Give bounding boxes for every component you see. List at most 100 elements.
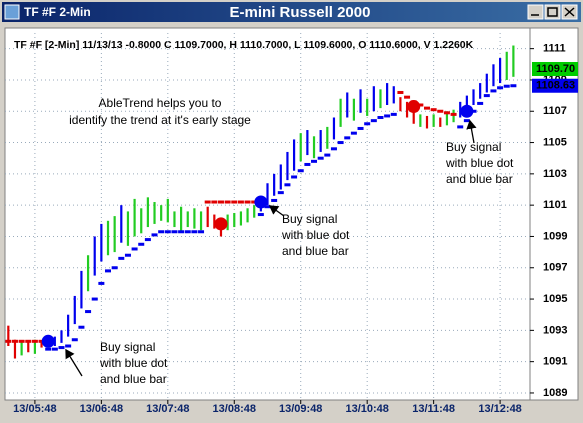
annotation: Buy signal: [282, 212, 337, 226]
trend-dot: [51, 347, 58, 351]
trend-dot: [417, 103, 424, 107]
y-tick-label: 1093: [543, 324, 567, 336]
trend-dot: [118, 256, 125, 260]
trend-dot: [390, 112, 397, 116]
trend-dot: [171, 230, 178, 234]
trend-dot: [198, 230, 205, 234]
trend-dot: [284, 183, 291, 187]
trend-dot: [490, 89, 497, 93]
trend-dot: [131, 247, 138, 251]
minimize-button[interactable]: [527, 4, 544, 20]
trend-dot: [463, 119, 470, 123]
trend-dot: [257, 213, 264, 217]
x-tick-label: 13/09:48: [279, 403, 322, 415]
trend-dot: [450, 112, 457, 116]
plot-area: [4, 27, 531, 401]
trend-dot: [191, 230, 198, 234]
trend-dot: [91, 297, 98, 301]
trend-dot: [158, 230, 165, 234]
x-tick-label: 13/05:48: [13, 403, 56, 415]
trend-dot: [337, 141, 344, 145]
title-bar: [2, 2, 581, 22]
trend-dot: [58, 346, 65, 350]
trend-dot: [437, 109, 444, 113]
x-tick-label: 13/08:48: [213, 403, 256, 415]
trend-dot: [184, 230, 191, 234]
trend-dot: [430, 108, 437, 112]
trend-dot: [350, 131, 357, 135]
trend-dot: [164, 230, 171, 234]
annotation: with blue dot: [281, 228, 350, 242]
last-price-box: [532, 78, 578, 93]
trend-dot: [297, 169, 304, 173]
trend-dot: [423, 106, 430, 110]
arrow: [466, 119, 477, 144]
trend-dot: [510, 84, 517, 88]
trend-dot: [5, 339, 12, 343]
trend-dot: [483, 94, 490, 98]
arrow: [65, 348, 83, 377]
trend-dot: [324, 153, 331, 157]
trend-dot: [85, 310, 92, 314]
x-tick-label: 13/06:48: [80, 403, 123, 415]
trend-dot: [330, 147, 337, 151]
y-tick-label: 1099: [543, 230, 567, 242]
arrow: [268, 205, 285, 217]
trend-dot: [370, 119, 377, 123]
x-tick-label: 13/11:48: [412, 403, 455, 415]
y-tick-label: 1103: [543, 168, 567, 180]
trend-dot: [237, 200, 244, 204]
trend-dot: [457, 125, 464, 129]
arrows: [65, 119, 477, 377]
y-tick-label: 1095: [543, 293, 567, 305]
trend-dot: [264, 205, 271, 209]
signal-dot: [407, 100, 421, 114]
trend-dot: [31, 339, 38, 343]
trend-dot: [151, 233, 158, 237]
signal-dot: [214, 217, 228, 231]
trend-dot: [138, 242, 145, 246]
trend-dot: [271, 198, 278, 202]
annotation: and blue bar: [100, 372, 167, 386]
trend-dot: [477, 101, 484, 105]
trend-dot: [384, 114, 391, 118]
trend-dot: [244, 200, 251, 204]
chart-title: E-mini Russell 2000: [230, 4, 371, 21]
x-tick-label: 13/10:48: [345, 403, 388, 415]
trend-dot: [443, 111, 450, 115]
trend-dot: [25, 339, 32, 343]
trend-dot: [357, 126, 364, 130]
trend-dot: [231, 200, 238, 204]
quote-info: TF #F [2-Min] 11/13/13 -0.8000 C 1109.70…: [14, 39, 474, 51]
annotation: Buy signal: [100, 340, 155, 354]
annotation: with blue dot: [445, 156, 514, 170]
trend-dot: [311, 159, 318, 163]
trend-dot: [217, 200, 224, 204]
y-tick-label: 1105: [543, 136, 567, 148]
annotation: and blue bar: [282, 244, 349, 258]
annotation: AbleTrend helps you to: [99, 96, 222, 110]
annotation: with blue dot: [99, 356, 168, 370]
trend-dot: [78, 325, 85, 329]
trend-dot: [470, 109, 477, 113]
trend-dot: [98, 281, 105, 285]
y-tick-label: 1101: [543, 199, 567, 211]
last-price-label: 1108.63: [536, 80, 575, 92]
trend-dot: [124, 253, 131, 257]
plot: 1089 1091 1093 1095 1097 1099 1101 1103 1105 1107…: [5, 33, 578, 415]
last-price-box: [532, 61, 578, 76]
y-tick-label: 1107: [543, 105, 567, 117]
signal-dot: [254, 195, 268, 209]
y-tick-label: 1089: [543, 387, 567, 399]
trend-dot: [144, 238, 151, 242]
trend-dot: [344, 136, 351, 140]
trend-dot: [18, 339, 25, 343]
trend-dot: [397, 90, 404, 94]
trend-dot: [105, 269, 112, 273]
trend-dot: [377, 116, 384, 120]
annotation: and blue bar: [446, 172, 513, 186]
y-tick-label: 1097: [543, 262, 567, 274]
trend-dot: [211, 200, 218, 204]
annotation: Buy signal: [446, 140, 501, 154]
